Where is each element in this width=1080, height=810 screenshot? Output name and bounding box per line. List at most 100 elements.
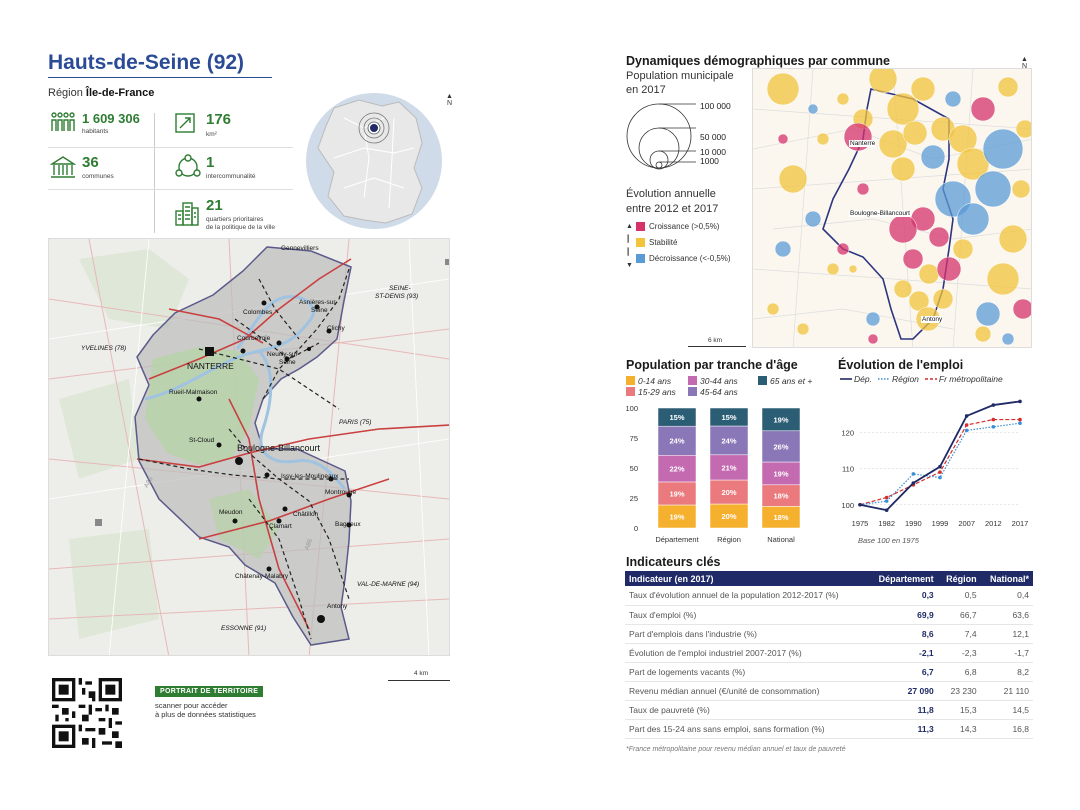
data-label: 18% [773, 513, 788, 522]
data-label: 19% [773, 469, 788, 478]
commune-bubble [848, 264, 858, 274]
map-label: Antony [327, 603, 348, 610]
legend-item-dep: Dép. [840, 374, 872, 384]
data-label: 20% [721, 512, 736, 521]
x-tick-label: 2007 [958, 519, 975, 528]
north-arrow: ▲ N [1021, 56, 1028, 70]
map-label: St-Cloud [189, 437, 215, 444]
legend-item-stabilite: Stabilité [636, 234, 746, 250]
map-label: Seine [279, 359, 296, 366]
network-icon [175, 154, 201, 177]
commune-bubble [766, 72, 800, 106]
evol-legend-title: Évolution annuelle [626, 188, 716, 200]
data-label: 18% [773, 492, 788, 501]
table-row: Taux d'emploi (%) 69,9 66,7 63,6 [625, 605, 1033, 625]
national-value: 12,1 [980, 624, 1033, 644]
national-value: -1,7 [980, 643, 1033, 663]
indicator-label: Part de logements vacants (%) [625, 662, 868, 682]
legend-item-0-14: 0-14 ans [626, 375, 682, 386]
commune-bubble [1011, 179, 1031, 199]
communes-label: communes [82, 173, 114, 180]
indicator-label: Part d'emplois dans l'industrie (%) [625, 624, 868, 644]
commune-bubble [890, 156, 916, 182]
area-value: 176 [206, 111, 232, 128]
pop-legend-title: Population municipale [626, 70, 734, 82]
data-point [1018, 417, 1022, 422]
map-label: VAL-DE-MARNE (94) [357, 581, 420, 588]
region-line: Région Île-de-France [48, 87, 154, 99]
region-value: -2,3 [937, 643, 981, 663]
intercommunalite-label: intercommunalité [206, 173, 256, 180]
map-label: Issy-les-Moulineaux [281, 473, 339, 480]
population-label: habitants [82, 128, 109, 135]
commune-bubble [796, 322, 810, 336]
commune-bubble [936, 256, 962, 282]
department-map-canvas [49, 239, 449, 655]
data-label: 19% [773, 415, 788, 424]
commune-bubble [956, 202, 990, 236]
dep-value: 11,8 [867, 700, 938, 720]
divider-horizontal [48, 189, 293, 190]
legend-item-decroissance: Décroissance (<-0,5%) [636, 250, 746, 266]
indicator-label: Évolution de l'emploi industriel 2007-20… [625, 643, 868, 663]
map-label: Asnières-sur- [299, 299, 338, 306]
legend-item-croissance: Croissance (>0,5%) [636, 218, 746, 234]
qr-code[interactable] [52, 678, 122, 748]
column-header: Région [937, 571, 981, 586]
map-label: YVELINES (78) [81, 345, 127, 352]
dep-value: 11,3 [867, 719, 938, 739]
data-point [1018, 421, 1022, 425]
bar-segment [709, 454, 749, 481]
commune-bubble [932, 288, 954, 310]
data-point [964, 423, 969, 427]
legend-item-france: Fr métropolitaine [924, 374, 1003, 384]
bar-segment [657, 455, 697, 483]
bubble-map-scale-label: 6 km [708, 337, 723, 344]
dep-value: 8,6 [867, 624, 938, 644]
indicator-label: Part des 15-24 ans sans emploi, sans for… [625, 719, 868, 739]
demo-section-title: Dynamiques démographiques par commune [626, 54, 890, 68]
commune-bubble [956, 147, 990, 181]
x-tick-label: 2017 [1012, 519, 1029, 528]
y-tick-label: 0 [634, 524, 638, 533]
key-figures: 1 609 306 habitants 176 km² 36 communes … [48, 109, 298, 239]
x-tick-label: Région [717, 535, 741, 544]
y-tick-label: 100 [625, 404, 638, 413]
map-label: ESSONNE (91) [221, 625, 267, 632]
y-tick-label: 25 [630, 494, 638, 503]
x-tick-label: 1982 [878, 519, 895, 528]
region-value: 7,4 [937, 624, 981, 644]
column-header: National* [980, 571, 1033, 586]
region-prefix: Région [48, 87, 83, 99]
national-value: 16,8 [980, 719, 1033, 739]
commune-bubble [867, 333, 879, 345]
age-chart-legend: 0-14 ans 30-44 ans 65 ans et + 15-29 ans… [626, 375, 836, 397]
commune-bubble [836, 242, 850, 256]
area-icon [175, 113, 195, 133]
indicator-label: Taux d'emploi (%) [625, 605, 868, 625]
legend-item-15-29: 15-29 ans [626, 386, 682, 397]
map-label: Montrouge [325, 489, 357, 496]
divider-vertical [154, 113, 155, 233]
qpv-label: quartiers prioritaires de la politique d… [206, 216, 276, 231]
town-hall-icon [50, 156, 76, 178]
map-label: Clichy [327, 325, 345, 332]
demographic-bubble-map: Nanterre Boulogne-Billancourt Antony [752, 68, 1032, 348]
commune-bubble [986, 262, 1020, 296]
data-point [1018, 399, 1022, 404]
title-underline [48, 77, 272, 78]
employment-chart-title: Évolution de l'emploi [838, 358, 964, 372]
commune-bubble [804, 210, 822, 228]
data-label: 24% [721, 436, 736, 445]
commune-bubble [970, 96, 996, 122]
map-label: Clamart [269, 523, 292, 530]
commune-bubble [910, 76, 936, 102]
commune-bubble [766, 302, 780, 316]
people-icon [51, 112, 75, 131]
commune-bubble [774, 240, 792, 258]
data-point [964, 428, 969, 433]
y-tick-label: 75 [630, 434, 638, 443]
pop-legend-subtitle: en 2017 [626, 84, 666, 96]
data-point [884, 499, 889, 503]
indicators-table: Indicateur (en 2017) Département Région … [625, 571, 1033, 739]
